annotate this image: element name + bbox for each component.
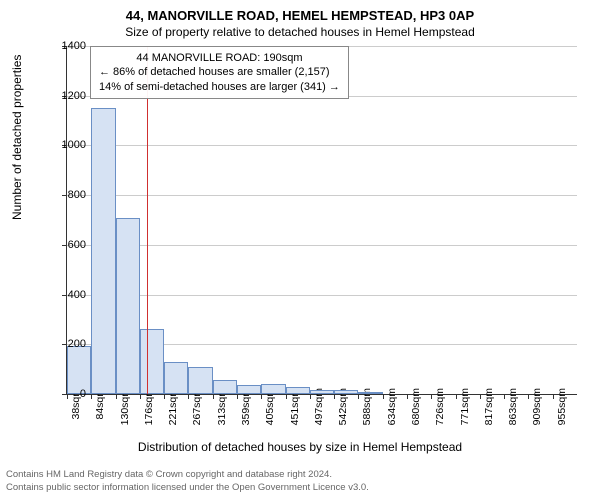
histogram-bar bbox=[261, 384, 285, 394]
histogram-bar bbox=[237, 385, 261, 394]
info-line: ← 86% of detached houses are smaller (2,… bbox=[99, 65, 340, 79]
grid-line bbox=[67, 195, 577, 196]
histogram-bar bbox=[91, 108, 115, 394]
x-tick-label: 817sqm bbox=[483, 388, 495, 425]
y-tick-label: 1200 bbox=[46, 90, 86, 102]
chart-subtitle: Size of property relative to detached ho… bbox=[0, 23, 600, 39]
x-tick-label: 634sqm bbox=[386, 388, 398, 425]
y-tick-label: 200 bbox=[46, 338, 86, 350]
y-axis-label: Number of detached properties bbox=[10, 55, 24, 220]
y-tick-label: 1400 bbox=[46, 40, 86, 52]
info-line: 14% of semi-detached houses are larger (… bbox=[99, 80, 340, 94]
y-tick-label: 800 bbox=[46, 189, 86, 201]
chart-title: 44, MANORVILLE ROAD, HEMEL HEMPSTEAD, HP… bbox=[0, 0, 600, 23]
histogram-bar bbox=[358, 392, 382, 394]
histogram-bar bbox=[164, 362, 188, 394]
footer-line: Contains HM Land Registry data © Crown c… bbox=[6, 469, 594, 481]
x-tick-label: 726sqm bbox=[434, 388, 446, 425]
histogram-bar bbox=[286, 387, 310, 394]
footer: Contains HM Land Registry data © Crown c… bbox=[6, 469, 594, 494]
x-tick-label: 771sqm bbox=[459, 388, 471, 425]
y-tick-label: 400 bbox=[46, 289, 86, 301]
x-tick-label: 863sqm bbox=[507, 388, 519, 425]
x-tick-label: 680sqm bbox=[410, 388, 422, 425]
y-tick-label: 0 bbox=[46, 388, 86, 400]
info-line: 44 MANORVILLE ROAD: 190sqm bbox=[99, 51, 340, 65]
y-tick-label: 1000 bbox=[46, 139, 86, 151]
chart-container: { "title": "44, MANORVILLE ROAD, HEMEL H… bbox=[0, 0, 600, 500]
info-box: 44 MANORVILLE ROAD: 190sqm ← 86% of deta… bbox=[90, 46, 349, 99]
x-tick-label: 955sqm bbox=[556, 388, 568, 425]
histogram-bar bbox=[213, 380, 237, 394]
grid-line bbox=[67, 295, 577, 296]
grid-line bbox=[67, 145, 577, 146]
x-tick-label: 909sqm bbox=[531, 388, 543, 425]
grid-line bbox=[67, 245, 577, 246]
histogram-bar bbox=[116, 218, 140, 394]
footer-line: Contains public sector information licen… bbox=[6, 482, 594, 494]
x-axis-label: Distribution of detached houses by size … bbox=[0, 440, 600, 454]
histogram-bar bbox=[334, 390, 358, 394]
histogram-bar bbox=[310, 390, 334, 394]
histogram-bar bbox=[188, 367, 212, 394]
histogram-bar bbox=[140, 329, 164, 394]
histogram-bar bbox=[67, 346, 91, 394]
y-tick-label: 600 bbox=[46, 239, 86, 251]
